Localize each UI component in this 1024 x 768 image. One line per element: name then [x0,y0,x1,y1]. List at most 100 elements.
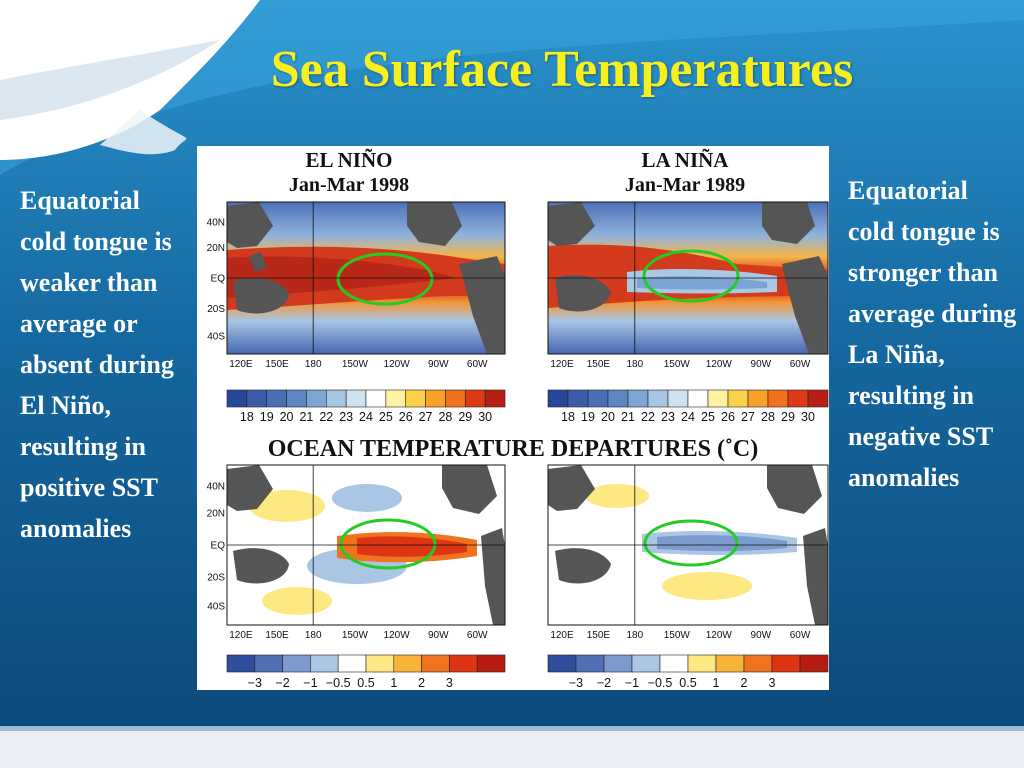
colorbar-label: −2 [275,676,289,690]
lon-tick-label: 120E [229,359,253,370]
colorbar-swatch [246,389,268,408]
colorbar-swatch [627,389,649,408]
colorbar-swatch [476,654,506,673]
colorbar-label: 23 [339,410,353,424]
lat-tick-label: 20S [207,573,225,584]
colorbar-swatch [325,389,347,408]
colorbar-label: 28 [761,410,775,424]
lat-tick-label: 40N [207,481,225,492]
colorbar-label: −1 [625,676,639,690]
colorbar-label: 19 [260,410,274,424]
colorbar-label: −2 [597,676,611,690]
colorbar-swatch [254,654,283,673]
colorbar-swatch [799,654,829,673]
colorbar-swatch [286,389,307,408]
colorbar-swatch [687,389,709,408]
lon-tick-label: 120E [229,630,253,641]
colorbar-swatch [337,654,367,673]
lon-tick-label: 150W [664,359,691,370]
colorbar-swatch [667,389,689,408]
el-nino-explanation: Equatorial cold tongue is weaker than av… [20,186,174,543]
colorbar-swatch [484,389,506,408]
lat-tick-label: EQ [211,541,226,552]
lon-tick-label: 180 [305,630,322,641]
la-nina-title: LA NIÑA [642,148,730,172]
sst-figure: EL NIÑO Jan-Mar 1998 LA NIÑA Jan-Mar 198… [197,146,829,690]
lon-tick-label: 60W [467,630,488,641]
colorbar-swatch [365,389,387,408]
colorbar-label: −0.5 [326,676,351,690]
lon-tick-label: 120W [384,630,411,641]
lon-tick-label: 150W [342,359,369,370]
colorbar-label: 23 [661,410,675,424]
lon-tick-label: 120E [550,630,574,641]
colorbar-label: 18 [240,410,254,424]
lon-tick-label: 180 [626,630,643,641]
colorbar-label: 19 [581,410,595,424]
colorbar-swatch [547,389,569,408]
colorbar-swatch [603,654,633,673]
colorbar-swatch [449,654,478,673]
lat-tick-label: 20N [207,243,225,254]
colorbar-label: 18 [561,410,575,424]
la-nina-cold-tongue-highlight [642,249,740,303]
colorbar-label: 24 [359,410,373,424]
lon-tick-label: 90W [428,359,449,370]
colorbar-swatch [445,389,466,408]
colorbar-swatch [715,654,745,673]
colorbar-label: 25 [701,410,715,424]
colorbar-swatch [365,654,395,673]
lon-tick-label: 150W [664,630,691,641]
colorbar-swatch [282,654,311,673]
colorbar-swatch [421,654,450,673]
colorbar-label: 22 [641,410,655,424]
el-nino-title: EL NIÑO [306,148,393,172]
colorbar-swatch [807,389,829,408]
colorbar-label: 0.5 [357,676,374,690]
lon-tick-label: 60W [790,630,811,641]
lon-tick-label: 150E [265,630,289,641]
lat-tick-label: 20N [207,509,225,520]
colorbar-label: −3 [569,676,583,690]
colorbar-label: 3 [769,676,776,690]
colorbar-swatch [707,389,729,408]
colorbar-swatch [425,389,446,408]
lon-tick-label: 60W [467,359,488,370]
colorbar-swatch [310,654,339,673]
el-nino-period: Jan-Mar 1998 [289,174,409,196]
lon-tick-label: 120W [384,359,411,370]
colorbar-swatch [787,389,809,408]
lon-tick-label: 150E [265,359,289,370]
colorbar-label: 0.5 [679,676,696,690]
lat-tick-label: 20S [207,304,225,315]
colorbar-swatch [727,389,749,408]
el-nino-anomaly-highlight [339,518,437,570]
lat-tick-label: 40S [207,601,225,612]
el-nino-cold-tongue-highlight [336,252,434,306]
colorbar-swatch [547,654,577,673]
lat-tick-label: EQ [211,274,226,285]
colorbar-swatch [607,389,629,408]
anomaly-section-title: OCEAN TEMPERATURE DEPARTURES (˚C) [268,436,759,462]
lon-tick-label: 90W [428,630,449,641]
colorbar-swatch [385,389,407,408]
colorbar-label: 20 [280,410,294,424]
colorbar-label: 2 [418,676,425,690]
colorbar-label: 27 [741,410,755,424]
colorbar-label: 24 [681,410,695,424]
colorbar-label: −3 [248,676,262,690]
figure-axes-and-colorbars: 40N 20N EQ 20S 40S 120E 150E 180 150W 120W 90W 60W 1… [207,201,829,690]
colorbar-label: −0.5 [648,676,673,690]
colorbar-label: 26 [721,410,735,424]
colorbar-label: 29 [781,410,795,424]
colorbar-swatch [393,654,422,673]
colorbar-swatch [306,389,327,408]
slide-title: Sea Surface Temperatures [270,41,854,98]
colorbar-swatch [266,389,287,408]
lon-tick-label: 150E [587,359,611,370]
lon-tick-label: 120W [706,359,733,370]
colorbar-label: −1 [303,676,317,690]
lon-tick-label: 180 [626,359,643,370]
lon-tick-label: 180 [305,359,322,370]
colorbar-swatch [464,389,486,408]
